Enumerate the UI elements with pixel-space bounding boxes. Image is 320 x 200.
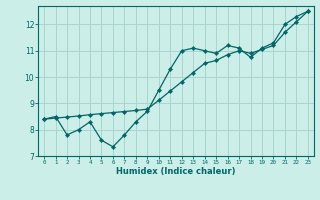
- X-axis label: Humidex (Indice chaleur): Humidex (Indice chaleur): [116, 167, 236, 176]
